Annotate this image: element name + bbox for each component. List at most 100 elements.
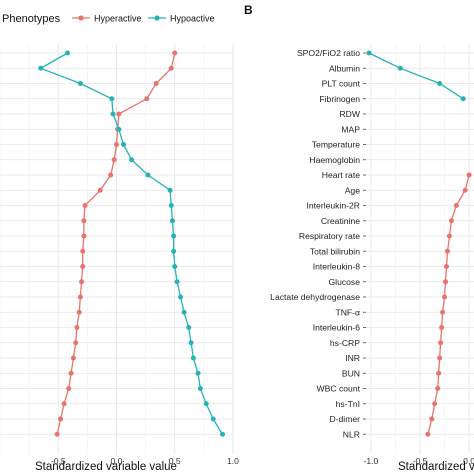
panel-b-hyperactive-point [453, 203, 459, 208]
panel-a-hypoactive-point [172, 264, 178, 269]
panel-a-x-tick-label: 0.0 [111, 456, 123, 466]
panel-a-hypoactive-series-line [39, 52, 224, 435]
panel-a-hypoactive-point [167, 187, 173, 193]
panel-a-hyperactive-point [114, 142, 119, 147]
panel-b-x-tick-label: -1.0 [364, 456, 379, 466]
panel-b-category-label: Heart rate [322, 170, 360, 180]
panel-a-hyperactive-point [97, 187, 103, 193]
panel-b-hyperactive-point [466, 172, 472, 178]
panel-a-hyperactive-point [144, 96, 150, 102]
panel-a-hypoactive-point [220, 431, 226, 437]
panel-b-hypoactive-point [366, 50, 372, 56]
panel-a-hypoactive-point [65, 50, 71, 56]
panel-a-hyperactive-point [172, 50, 178, 56]
panel-a-hypoactive-point [195, 370, 201, 376]
panel-b-hyperactive-point [436, 370, 442, 376]
panel-b-x-tick-label: 0.0 [463, 456, 474, 466]
panel-b-grid [366, 44, 474, 454]
panel-b-hypoactive-point [397, 65, 403, 71]
panel-b-category-label: PLT count [322, 79, 361, 89]
panel-a-hyperactive-point [116, 111, 122, 117]
legend-hyperactive-label: Hyperactive [94, 14, 142, 24]
panel-a-hypoactive-point [171, 248, 177, 254]
panel-a-hypoactive-point [77, 81, 83, 86]
panel-a-hypoactive-point [120, 142, 126, 147]
panel-b-category-label: Haemoglobin [309, 155, 360, 165]
panel-b-category-label: Creatinine [321, 216, 360, 226]
panel-b-hyperactive-point [432, 401, 438, 407]
panel-b-hyperactive-point [439, 325, 445, 330]
panel-b-category-label: Interleukin-8 [313, 262, 361, 272]
panel-a-hypoactive-point [210, 416, 216, 422]
panel-b-x-ticks: -1.0 -0.5 0.0 [364, 456, 474, 466]
panel-b-category-label: RDW [339, 109, 360, 119]
legend-title: Phenotypes [2, 13, 61, 25]
panel-a-hypoactive-point [197, 386, 203, 391]
panel-b-category-label: Interleukin-6 [313, 323, 361, 333]
panel-a-x-axis-title: Standardized variable value [35, 461, 177, 473]
panel-a-hyperactive-point [81, 218, 87, 224]
panel-b-hyperactive-point [438, 340, 444, 346]
panel-a-hyperactive-point [79, 279, 85, 285]
panel-a-hypoactive-point [171, 233, 177, 239]
panel-a-x-tick-label: -0.5 [51, 456, 66, 466]
panel-a-x-tick-label: 1.0 [227, 456, 239, 466]
panel-a-hypoactive-point [110, 111, 116, 117]
panel-a-x-ticks: -0.5 0.0 0.5 1.0 [51, 456, 239, 466]
panel-a-x-tick-label: 0.5 [169, 456, 181, 466]
panel-a-hyperactive-point [168, 65, 174, 71]
panel-a-hypoactive-point [129, 157, 135, 163]
panel-a-hypoactive-point [181, 309, 187, 315]
panel-b-category-label: Lactate dehydrogenase [270, 292, 360, 302]
panel-b-hyperactive-point [442, 294, 448, 300]
panel-b-category-label: SPO2/FiO2 ratio [297, 48, 360, 58]
panel-b-hyperactive-point [446, 233, 452, 239]
panel-b-category-label: hs-TnI [336, 399, 360, 409]
panel-b-category-label: BUN [342, 368, 360, 378]
legend-hyperactive-marker [78, 15, 84, 21]
panel-b-category-label: TNF-α [335, 307, 360, 317]
panel-b-hyperactive-point [462, 187, 468, 193]
panel-b-tag: B [244, 3, 253, 17]
panel-a-hyperactive-point [153, 81, 159, 86]
panel-a-hypoactive-point [145, 172, 151, 178]
panel-b-hypoactive-point [437, 81, 443, 86]
panel-b-category-label: Age [345, 185, 361, 195]
panel-a-hyperactive-point [80, 248, 86, 254]
panel-b-hyperactive-point [440, 309, 446, 315]
panel-a-hyperactive-point [77, 294, 83, 300]
panel-a-hypoactive-point [116, 126, 122, 132]
panel-a-hypoactive-point [109, 96, 115, 102]
panel-a-hyperactive-point [58, 416, 64, 422]
panel-b-category-label: Temperature [312, 140, 360, 150]
panel-a-hyperactive-point [73, 340, 79, 346]
panel-a-hyperactive-point [82, 203, 88, 208]
panel-a-hyperactive-point [111, 157, 117, 163]
panel-b-category-label: Albumin [329, 63, 360, 73]
panel-a-hypoactive-point [186, 325, 192, 330]
panel-b-category-label: Glucose [328, 277, 360, 287]
panel-b-marks [366, 50, 472, 437]
panel-a-hyperactive-point [68, 370, 74, 376]
panel-b-hyperactive-point [437, 355, 443, 361]
legend-hypoactive-marker [154, 15, 160, 21]
panel-b-x-tick-label: -0.5 [413, 456, 428, 466]
panel-b-x-axis-title: Standardized variable value [398, 461, 474, 473]
panel-a-hyperactive-point [61, 401, 67, 407]
panel-b-category-label: Respiratory rate [299, 231, 360, 241]
panel-a-hypoactive-point [190, 355, 196, 361]
panel-b-category-label: Interleukin-2R [307, 201, 361, 211]
panel-a-hypoactive-point [169, 218, 175, 224]
panel-b-hyperactive-point [444, 264, 450, 269]
panel-a-hyperactive-point [80, 264, 86, 269]
panel-b-category-label: hs-CRP [330, 338, 360, 348]
panel-a-hypoactive-point [188, 340, 194, 346]
panel-a-hyperactive-series-line [56, 52, 176, 435]
panel-b-hyperactive-point [444, 248, 450, 254]
panel-b-category-label: NLR [343, 429, 360, 439]
panel-a-hyperactive-point [108, 172, 114, 178]
panel-b-hyperactive-series-line [427, 174, 470, 435]
panel-b-category-label: MAP [341, 124, 360, 134]
panel-a-hypoactive-point [168, 203, 174, 208]
